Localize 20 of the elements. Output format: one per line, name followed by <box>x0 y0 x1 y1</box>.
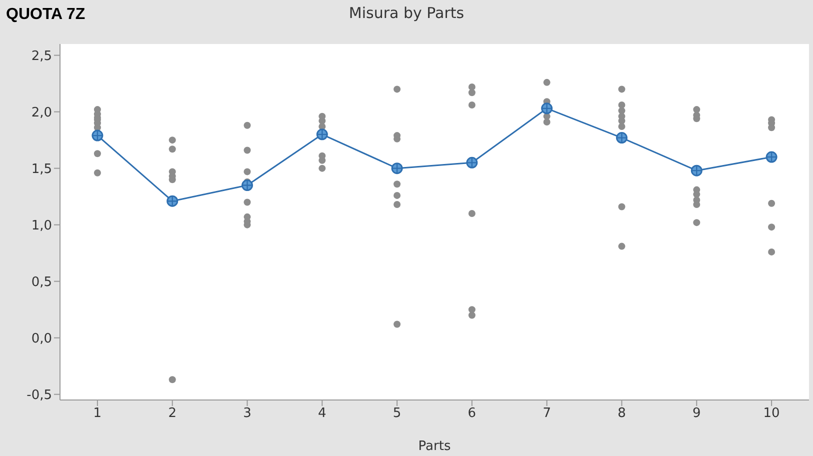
y-tick-label: 0,5 <box>31 274 52 290</box>
x-tick-label: 6 <box>468 406 476 422</box>
x-tick-label: 5 <box>392 406 402 422</box>
x-axis-title: Parts <box>418 439 451 454</box>
x-tick-label: 3 <box>243 406 252 422</box>
y-tick-label: 2,5 <box>31 48 52 64</box>
y-tick-label: 1,0 <box>31 218 52 234</box>
x-tick-label: 9 <box>692 406 701 422</box>
y-tick-label: 2,0 <box>31 105 52 120</box>
x-tick-label: 2 <box>168 406 176 422</box>
x-tick-label: 10 <box>763 406 780 422</box>
chart-title: Misura by Parts <box>348 4 464 22</box>
y-tick-label: 1,5 <box>31 162 52 177</box>
x-tick-label: 8 <box>618 406 626 422</box>
x-tick-label: 4 <box>318 406 326 422</box>
y-tick-label: -0,5 <box>26 388 52 403</box>
x-tick-label: 7 <box>542 406 551 422</box>
y-tick-label: 0,0 <box>31 331 52 346</box>
x-tick-label: 1 <box>93 406 102 422</box>
text: QUOTA 7Z <box>6 6 86 24</box>
